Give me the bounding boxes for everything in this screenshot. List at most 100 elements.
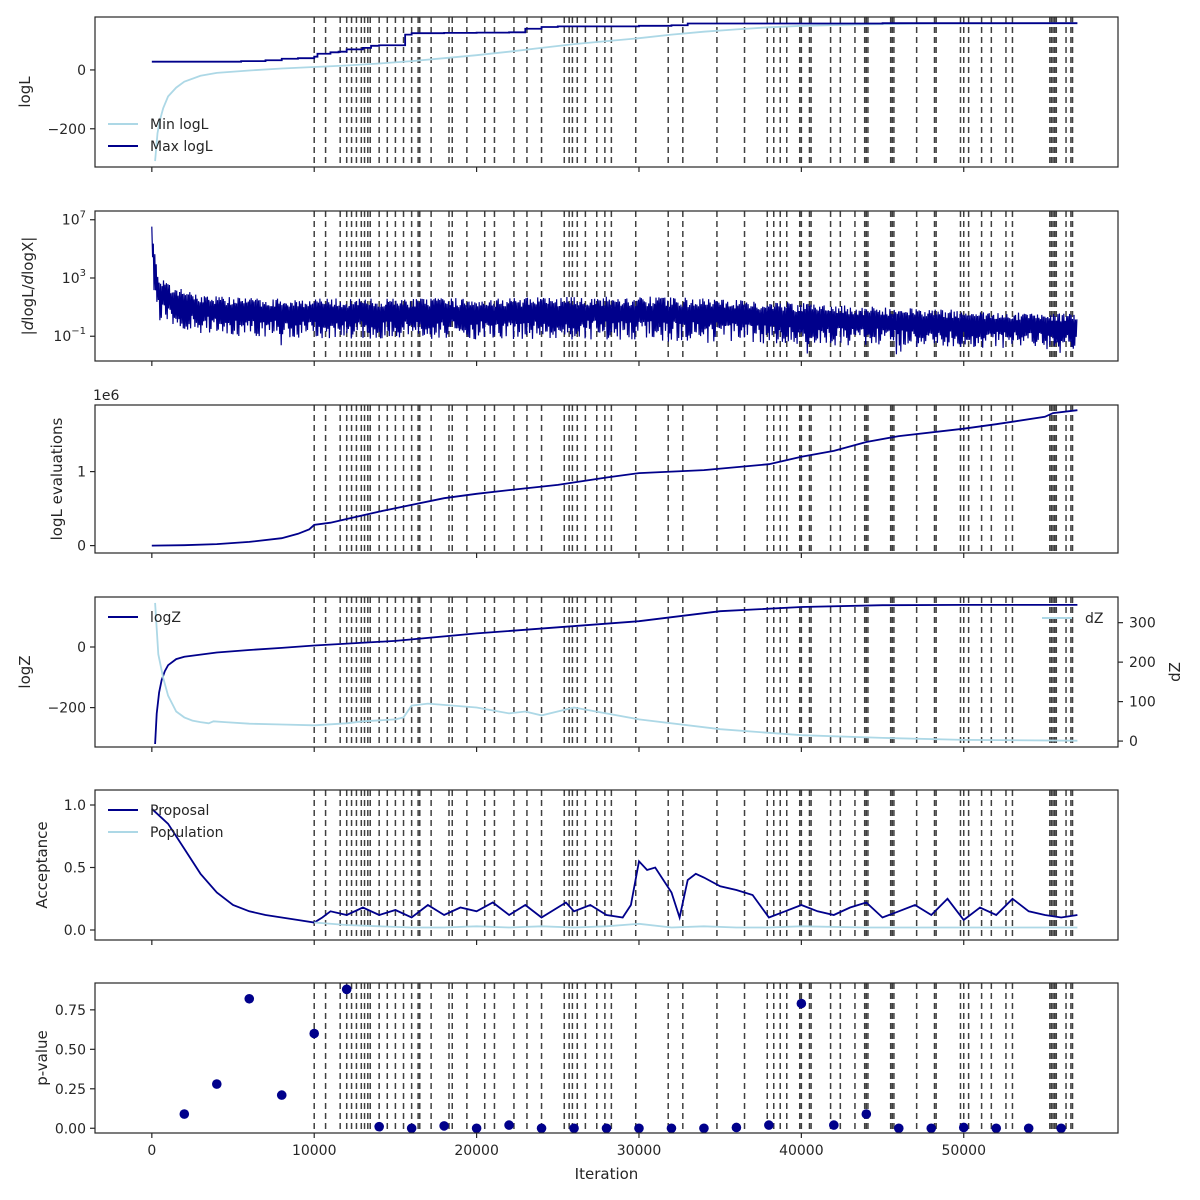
y-right-tick-label: 300 [1129,616,1156,632]
y-axis-label: |dlogL/dlogX| [19,237,37,336]
data-point [309,1028,320,1039]
data-layer [151,808,1078,929]
data-point [439,1121,449,1131]
data-point [504,1120,514,1130]
x-tick-label: 0 [147,1143,156,1159]
data-point [829,1120,839,1130]
legend-label: Proposal [150,803,209,819]
vertical-lines [313,983,1074,1133]
y-axis-label: Acceptance [33,821,51,908]
panel-3: 1 0 logL evaluations 1e6 [48,388,1119,558]
data-point [179,1109,190,1119]
y-tick-label: −200 [48,701,86,717]
panel-6: 0.75 0.50 0.25 0.00 p-value 0 10000 20000 30000 4… [33,982,1119,1183]
y-tick-label: 0 [77,539,86,555]
series-line-dz [154,602,1078,742]
y-axis-label: p-value [33,1030,51,1086]
y-right-tick-label: 0 [1129,734,1138,750]
y-tick-label: 0.5 [64,861,86,877]
data-point [666,1123,677,1133]
vertical-lines [313,17,1074,167]
data-point [861,1109,872,1119]
y-tick-label: 1 [77,465,86,481]
legend-label: Population [150,825,224,841]
panel-1: 0 −200 logL Min logL Max logL [16,16,1119,172]
data-point [796,998,807,1009]
data-point [634,1123,644,1133]
data-layer [154,602,1078,745]
data-point [569,1123,579,1133]
data-point [276,1090,287,1100]
data-point [731,1122,742,1133]
offset-text: 1e6 [93,388,120,404]
x-tick-label: 40000 [779,1143,824,1159]
series-line-population [314,921,1078,929]
data-layer [151,22,1078,162]
panel-5: 1.0 0.5 0.0 Acceptance Proposal Population [33,789,1119,945]
data-point [406,1123,417,1133]
y-axis-label: logL evaluations [48,417,66,540]
legend-label: dZ [1085,611,1103,627]
y-tick-label: 0 [77,63,86,79]
series-line-max-logl [151,22,1078,63]
y-tick-label: 10−1 [53,326,86,345]
panel-2: 107 103 10−1 |dlogL/dlogX| [19,210,1119,366]
y-tick-label: 0.50 [55,1042,86,1058]
data-point [926,1123,937,1133]
x-tick-label: 10000 [292,1143,337,1159]
data-point [601,1123,612,1133]
legend-label: Max logL [150,139,213,155]
y-tick-label: 107 [62,210,86,229]
data-point [958,1122,969,1133]
series-line-min-logl [154,22,1078,162]
data-point [1056,1123,1066,1133]
axes-frame [94,596,1119,748]
series-line-proposal [151,808,1078,924]
y-axis-label: logZ [16,655,34,688]
data-point [1023,1123,1034,1133]
x-tick-label: 50000 [941,1143,986,1159]
y-tick-label: 0 [77,640,86,656]
y-tick-label: 0.25 [55,1082,86,1098]
axes-frame [94,789,1119,941]
series-line-logz [154,604,1078,745]
data-layer [151,226,1078,355]
y-tick-label: −200 [48,122,86,138]
data-point [244,993,255,1004]
legend-label: Min logL [150,117,209,133]
data-point [991,1123,1002,1133]
vertical-lines [313,597,1074,747]
data-point [211,1079,222,1089]
data-layer [179,984,1066,1133]
data-point [374,1121,384,1132]
data-point [893,1123,904,1133]
axes-frame [94,404,1119,554]
y-tick-label: 1.0 [64,798,86,814]
y-tick-label: 103 [62,268,86,287]
axes-frame [94,210,1119,362]
y-axis-label: logL [16,76,34,108]
x-tick-label: 20000 [454,1143,499,1159]
data-point [341,984,352,995]
y-tick-label: 0.00 [55,1121,86,1137]
y-tick-label: 0.75 [55,1003,86,1019]
vertical-lines [313,405,1074,553]
axes-frame [94,16,1119,168]
derivative-line [151,226,1078,355]
panel-4: 0 −200 0 100 200 300 dZ logZ logZ dZ [16,596,1184,752]
vertical-lines [313,790,1074,940]
x-axis-label: Iteration [575,1165,639,1183]
data-point [471,1123,482,1133]
series-line-main [151,409,1078,547]
y-right-axis-label: dZ [1166,662,1184,682]
data-layer [151,409,1078,547]
data-point [699,1123,709,1133]
legend-label: logZ [150,610,181,626]
y-tick-label: 0.0 [64,923,86,939]
y-right-tick-label: 200 [1129,655,1156,671]
data-point [536,1123,547,1133]
x-tick-label: 30000 [617,1143,662,1159]
data-point [764,1120,774,1130]
y-right-tick-label: 100 [1129,695,1156,711]
